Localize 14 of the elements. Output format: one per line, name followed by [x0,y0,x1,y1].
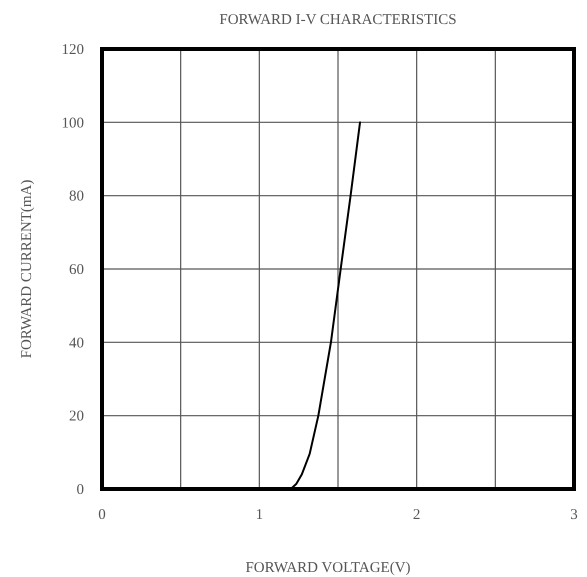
y-tick-label: 60 [69,262,84,278]
x-axis-title: FORWARD VOLTAGE(V) [245,560,411,576]
y-tick-label: 80 [69,188,84,205]
y-axis-title: FORWARD CURRENT(mA) [19,180,35,358]
y-tick-label: 20 [69,408,84,425]
x-tick-label: 1 [256,507,264,523]
x-tick-label: 2 [412,507,420,523]
y-tick-label: 120 [62,42,84,58]
chart-title: FORWARD I-V CHARACTERISTICS [219,12,457,28]
x-tick-label: 3 [570,507,578,523]
y-tick-label: 0 [76,482,84,498]
y-tick-label: 40 [69,335,84,352]
x-tick-label: 0 [98,507,106,523]
y-tick-label: 100 [62,115,84,132]
